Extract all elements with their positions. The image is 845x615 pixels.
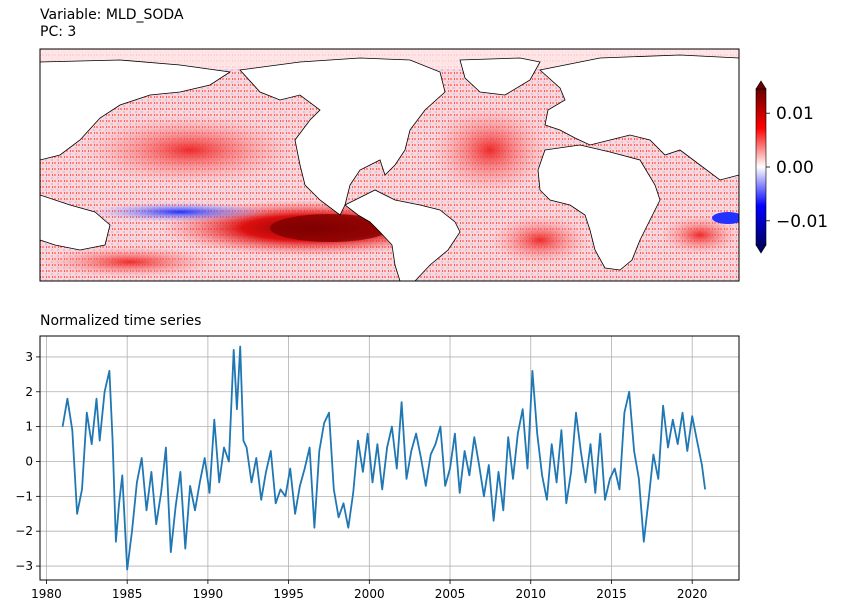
timeseries-title: Normalized time series xyxy=(40,313,202,329)
pc3-series-line xyxy=(61,345,706,571)
y-tick-label: −3 xyxy=(15,559,33,573)
map-title-pc: PC: 3 xyxy=(40,24,77,40)
y-tick-label: −1 xyxy=(15,489,33,503)
south-pacific-anomaly xyxy=(40,246,220,278)
colorbar-tick-label: 0.00 xyxy=(776,158,814,178)
colorbar-tick-label: 0.01 xyxy=(776,104,814,124)
x-tick-label: 1995 xyxy=(273,587,304,601)
x-tick-label: 2010 xyxy=(515,587,546,601)
colorbar-extend-max xyxy=(755,80,767,90)
north-atlantic-anomaly xyxy=(430,105,550,195)
y-tick-label: 3 xyxy=(25,350,33,364)
y-tick-label: 1 xyxy=(25,420,33,434)
indian-ocean-anomaly xyxy=(660,215,739,255)
timeseries-plot: 1980 1985 1990 1995 2000 2005 2010 2015 2020 3 2 1 0… xyxy=(15,335,740,601)
x-tick-label: 2020 xyxy=(677,587,708,601)
x-tick-label: 1990 xyxy=(193,587,224,601)
x-tick-label: 2005 xyxy=(435,587,466,601)
mld-eof-map xyxy=(40,49,739,281)
map-title-variable: Variable: MLD_SODA xyxy=(40,7,184,23)
y-tick-label: 2 xyxy=(25,385,33,399)
south-atlantic-anomaly xyxy=(490,215,590,265)
colorbar-extend-min xyxy=(755,244,767,254)
x-tick-label: 2015 xyxy=(596,587,627,601)
map-frame xyxy=(39,48,740,282)
pacific-cool-band xyxy=(90,202,270,222)
x-tick-label: 1985 xyxy=(112,587,143,601)
indian-cool-patch xyxy=(712,212,739,224)
colorbar-gradient xyxy=(755,88,767,246)
x-tick-label: 2000 xyxy=(354,587,385,601)
north-pacific-anomaly xyxy=(80,115,300,185)
y-tick-label: −2 xyxy=(15,524,33,538)
colorbar-tick-label: −0.01 xyxy=(776,212,828,232)
colorbar: 0.01 0.00 −0.01 xyxy=(755,80,828,254)
y-tick-label: 0 xyxy=(25,454,33,468)
pacific-core-anomaly xyxy=(270,214,390,242)
x-tick-label: 1980 xyxy=(31,587,62,601)
landmasses xyxy=(40,54,739,281)
plot-frame xyxy=(39,335,740,581)
